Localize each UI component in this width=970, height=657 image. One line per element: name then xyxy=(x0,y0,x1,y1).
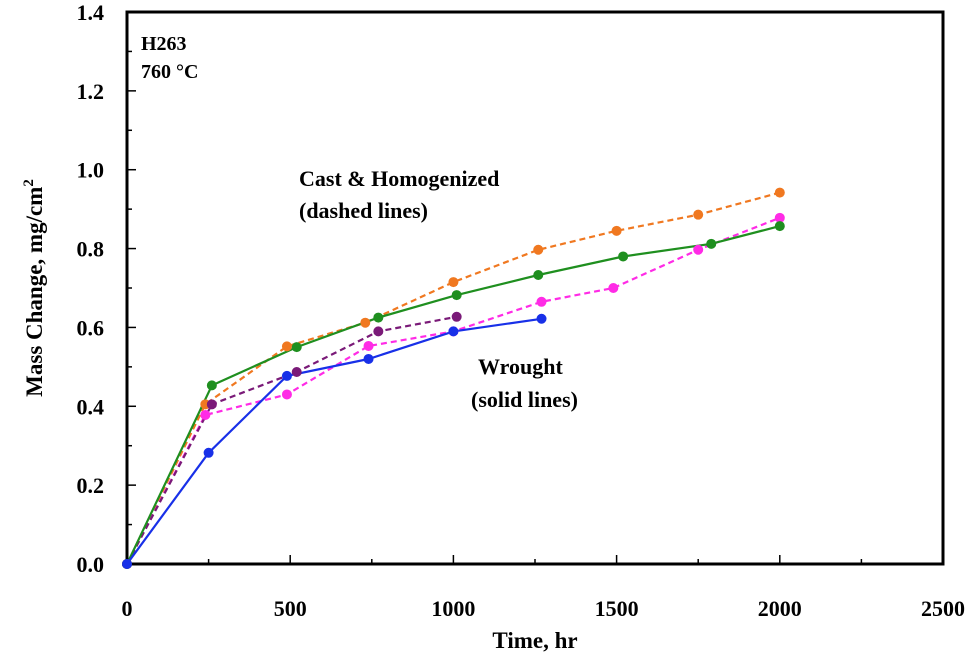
data-point xyxy=(448,326,459,337)
data-point xyxy=(448,277,459,288)
data-point xyxy=(533,244,544,255)
tick-labels: 0 500 1000 1500 2000 2500 0.0 0.2 0.4 0.6 0.8 1.0 1.… xyxy=(77,0,966,621)
y-tick-label: 1.4 xyxy=(77,0,105,25)
data-point xyxy=(611,225,622,236)
series-line-5 xyxy=(126,317,542,565)
wrought-annotation-line1: Wrought xyxy=(478,354,563,379)
data-point xyxy=(536,313,547,324)
x-tick-label: 1500 xyxy=(595,596,639,621)
data-point xyxy=(206,380,217,391)
y-axis-title-superscript: 2 xyxy=(21,179,37,187)
data-point xyxy=(451,311,462,322)
y-axis-title: Mass Change, mg/cm2 xyxy=(21,179,47,397)
x-axis-title: Time, hr xyxy=(492,628,577,653)
y-tick-label: 0.2 xyxy=(77,473,105,498)
data-point xyxy=(373,326,384,337)
y-tick-label: 1.2 xyxy=(77,79,105,104)
x-tick-label: 0 xyxy=(122,596,133,621)
data-point xyxy=(363,353,374,364)
data-point xyxy=(200,409,211,420)
cast-annotation-line2: (dashed lines) xyxy=(299,198,428,223)
data-point xyxy=(281,341,292,352)
x-tick-label: 2000 xyxy=(758,596,802,621)
data-point xyxy=(281,389,292,400)
series-points xyxy=(122,187,785,569)
data-point xyxy=(774,187,785,198)
material-label: H263 xyxy=(141,33,187,55)
data-point xyxy=(291,342,302,353)
data-point xyxy=(363,340,374,351)
x-tick-label: 500 xyxy=(274,596,307,621)
data-point xyxy=(693,244,704,255)
axis-ticks xyxy=(126,11,944,565)
data-point xyxy=(533,269,544,280)
data-point xyxy=(373,312,384,323)
data-point xyxy=(291,366,302,377)
y-tick-label: 0.0 xyxy=(77,552,105,577)
data-point xyxy=(774,212,785,223)
data-point xyxy=(360,317,371,328)
data-point xyxy=(122,559,132,569)
y-tick-label: 1.0 xyxy=(77,158,105,183)
data-point xyxy=(281,370,292,381)
y-tick-label: 0.6 xyxy=(77,315,105,340)
x-tick-label: 1000 xyxy=(431,596,475,621)
data-point xyxy=(618,251,629,262)
plot-frame xyxy=(125,10,945,566)
data-point xyxy=(706,238,717,249)
x-tick-label: 2500 xyxy=(921,596,965,621)
y-tick-label: 0.8 xyxy=(77,237,105,262)
series-lines xyxy=(126,191,781,565)
data-point xyxy=(206,399,217,410)
cast-annotation-line1: Cast & Homogenized xyxy=(299,166,499,191)
wrought-annotation-line2: (solid lines) xyxy=(471,387,578,412)
series-line-4 xyxy=(126,225,781,565)
series-line-1 xyxy=(126,191,781,565)
data-point xyxy=(693,209,704,220)
y-tick-label: 0.4 xyxy=(77,394,105,419)
data-point xyxy=(203,447,214,458)
y-axis-title-main: Mass Change, mg/cm xyxy=(22,187,47,397)
temperature-label: 760 °C xyxy=(141,61,198,83)
data-point xyxy=(536,296,547,307)
series-line-3 xyxy=(126,315,457,565)
data-point xyxy=(608,283,619,293)
data-point xyxy=(451,290,462,301)
data-point xyxy=(774,221,785,232)
